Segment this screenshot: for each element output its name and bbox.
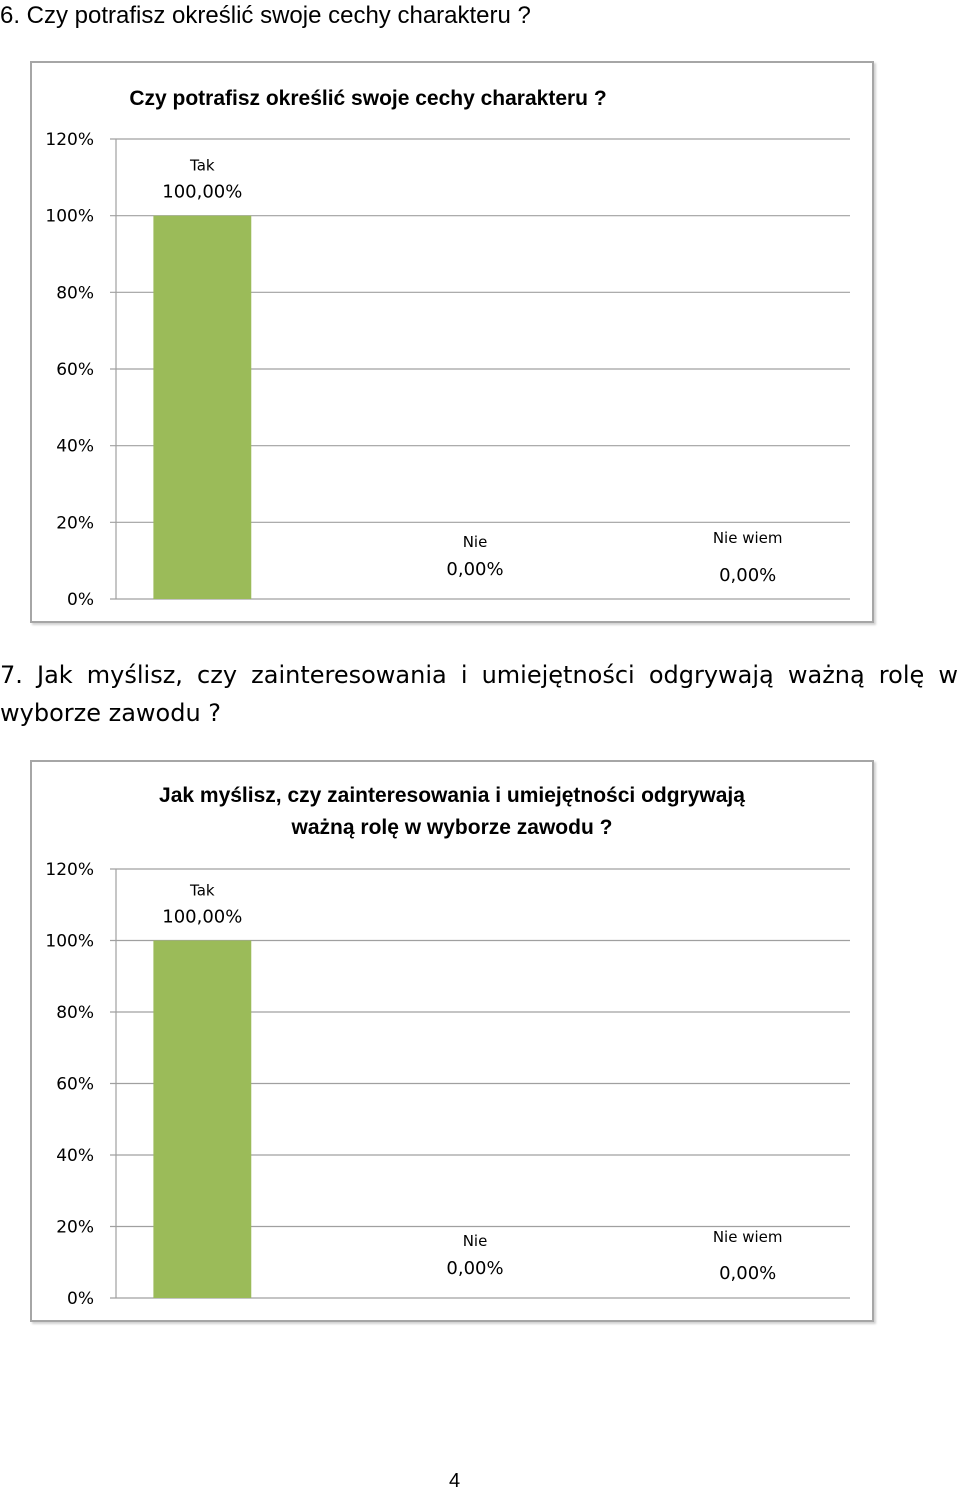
y-tick-label: 120%	[45, 860, 94, 880]
question-6-heading: 6. Czy potrafisz określić swoje cechy ch…	[0, 2, 531, 29]
page-number: 4	[449, 1470, 461, 1492]
y-tick-label: 20%	[56, 513, 94, 533]
chart-q7-svg: Jak myślisz, czy zainteresowania i umiej…	[45, 784, 850, 1309]
y-tick-label: 0%	[67, 1289, 94, 1309]
chart-q6-svg: Czy potrafisz określić swoje cechy chara…	[45, 87, 850, 610]
y-tick-label: 120%	[45, 130, 94, 150]
y-tick-label: 80%	[56, 1003, 94, 1023]
chart-title: Jak myślisz, czy zainteresowania i umiej…	[159, 784, 745, 807]
data-label-category: Tak	[189, 157, 215, 175]
data-label-category: Nie wiem	[713, 529, 783, 547]
chart-title: Czy potrafisz określić swoje cechy chara…	[129, 87, 606, 110]
y-tick-label: 100%	[45, 932, 94, 952]
y-tick-label: 0%	[67, 590, 94, 610]
data-label-value: 0,00%	[446, 559, 503, 580]
chart-title: ważną rolę w wyborze zawodu ?	[291, 816, 613, 839]
data-label-category: Nie wiem	[713, 1228, 783, 1246]
data-label-value: 0,00%	[719, 1263, 776, 1284]
y-tick-label: 80%	[56, 283, 94, 303]
data-label-value: 0,00%	[446, 1258, 503, 1279]
y-tick-label: 60%	[56, 1075, 94, 1095]
data-label-category: Nie	[463, 1232, 488, 1250]
y-tick-label: 40%	[56, 1146, 94, 1166]
bar-tak	[153, 940, 252, 1298]
y-tick-label: 20%	[56, 1218, 94, 1238]
chart-q6: Czy potrafisz określić swoje cechy chara…	[30, 61, 874, 623]
y-tick-label: 60%	[56, 360, 94, 380]
chart-q7: Jak myślisz, czy zainteresowania i umiej…	[30, 760, 874, 1322]
y-tick-label: 100%	[45, 207, 94, 227]
bar-tak	[153, 215, 252, 599]
data-label-value: 100,00%	[162, 907, 242, 928]
data-label-value: 0,00%	[719, 565, 776, 586]
data-label-value: 100,00%	[162, 182, 242, 203]
data-label-category: Nie	[463, 533, 488, 551]
data-label-category: Tak	[189, 882, 215, 900]
question-7-heading: 7. Jak myślisz, czy zainteresowania i um…	[0, 661, 958, 727]
y-tick-label: 40%	[56, 437, 94, 457]
